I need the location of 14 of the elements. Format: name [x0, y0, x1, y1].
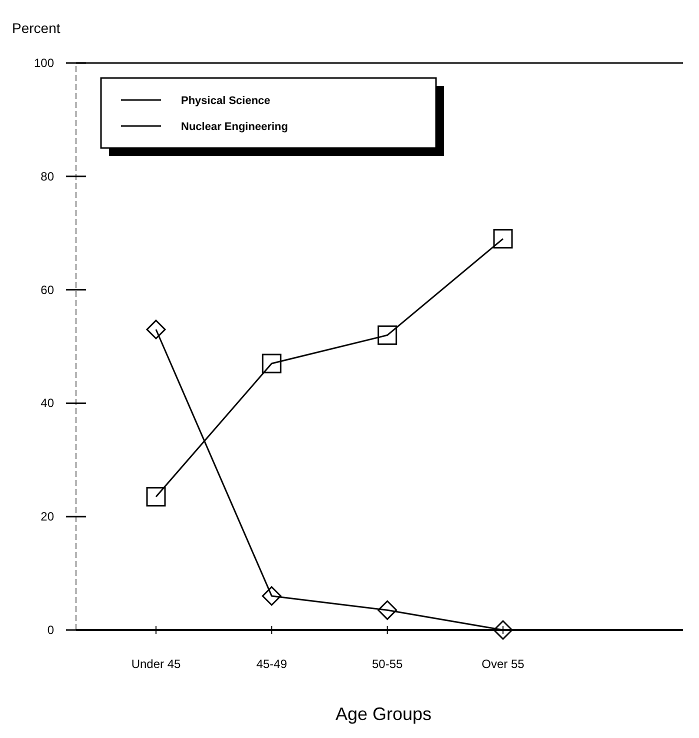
y-tick-label: 100 — [34, 56, 54, 70]
legend-label: Nuclear Engineering — [181, 121, 288, 133]
x-tick-label: 45-49 — [256, 657, 288, 671]
x-tick-label: Over 55 — [482, 657, 525, 671]
x-axis-title: Age Groups — [335, 704, 432, 724]
y-tick-label: 40 — [40, 396, 54, 410]
y-axis-title: Percent — [12, 20, 60, 36]
x-tick-label: Under 45 — [131, 657, 182, 671]
y-tick-label: 60 — [40, 282, 54, 297]
y-tick-label: 0 — [47, 623, 54, 637]
y-tick-label: 80 — [40, 169, 54, 184]
y-tick-label: 20 — [40, 510, 54, 524]
legend-label: Physical Science — [181, 95, 270, 107]
x-tick-label: 50-55 — [372, 657, 403, 671]
